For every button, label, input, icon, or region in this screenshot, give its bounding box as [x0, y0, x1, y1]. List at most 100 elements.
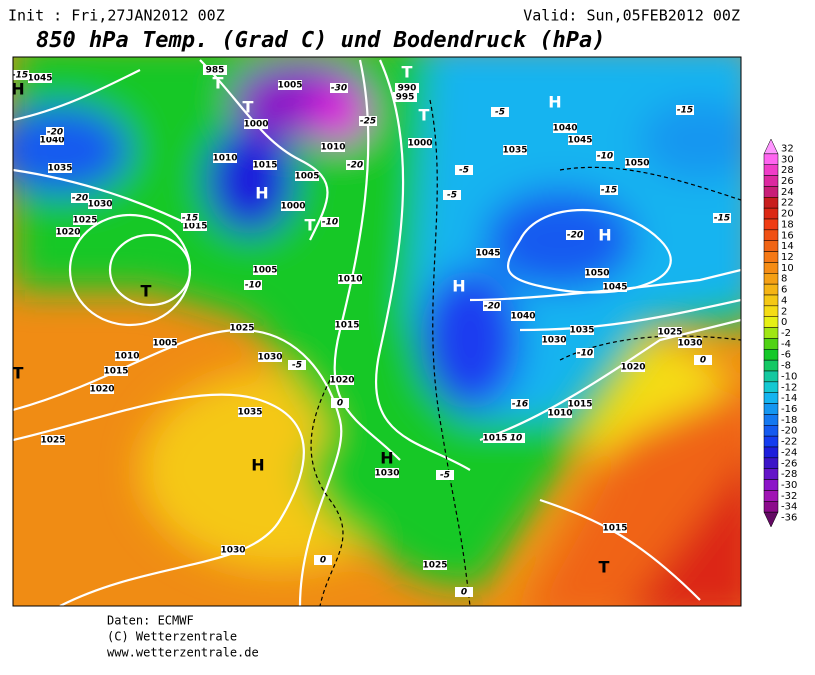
isobar-label-bg	[253, 160, 277, 170]
isotherm-label: -16	[512, 400, 528, 410]
isotherm-label: -20	[484, 302, 500, 312]
colorbar-swatch	[763, 338, 779, 350]
colorbar: 32302826242220181614121086420-2-4-6-8-10…	[763, 138, 797, 528]
isotherm-label: -15	[714, 214, 730, 224]
isotherm-label-bg	[244, 280, 262, 290]
isobar-label-bg	[281, 201, 305, 211]
isotherm-label: -20	[47, 128, 63, 138]
isobar-label-bg	[48, 163, 72, 173]
isobar-label: 1040	[39, 136, 64, 146]
isobar-label-bg	[153, 338, 177, 348]
isobar-label: 1010	[320, 143, 345, 153]
isobar-label-bg	[230, 323, 254, 333]
isobar-label-bg	[503, 145, 527, 155]
isobar-label: 1015	[252, 161, 277, 171]
isotherm-label: -10	[322, 218, 338, 228]
isobar-label-bg	[542, 335, 566, 345]
isotherm-label-bg	[507, 433, 525, 443]
isobar-label: 1010	[547, 409, 572, 419]
init-time: Init : Fri,27JAN2012 00Z	[8, 7, 225, 25]
isotherm-label-bg	[600, 185, 618, 195]
colorbar-swatch	[763, 316, 779, 328]
colorbar-label: 12	[781, 252, 794, 263]
colorbar-label: 20	[781, 209, 794, 220]
isotherm-label-bg	[455, 165, 473, 175]
isotherm-label: -10	[245, 281, 261, 291]
colorbar-swatch	[763, 511, 779, 528]
isobar-label: 1015	[602, 524, 627, 534]
colorbar-swatch	[763, 251, 779, 263]
isobar-label: 1015	[567, 400, 592, 410]
isobar-label: 1010	[114, 352, 139, 362]
isobar-label: 1000	[243, 120, 268, 130]
isobar-label: 1025	[72, 216, 97, 226]
colorbar-swatch	[763, 457, 779, 469]
isobar-label: 1025	[657, 328, 682, 338]
isobar-label-bg	[221, 545, 245, 555]
isobar-label: 1005	[294, 172, 319, 182]
colorbar-swatch	[763, 294, 779, 307]
isobar-label-bg	[253, 265, 277, 275]
colorbar-label: -22	[781, 437, 797, 448]
isotherm-label-bg	[181, 213, 199, 223]
isobar-label: 1010	[212, 154, 237, 164]
isotherm-label-bg	[13, 70, 29, 80]
isobar-label: 1030	[87, 200, 112, 210]
isobar-label-bg	[408, 138, 432, 148]
colorbar-swatch	[763, 403, 779, 415]
isobar-label-bg	[104, 366, 128, 376]
isobar-label: 1005	[277, 81, 302, 91]
colorbar-label: 26	[781, 176, 794, 187]
isobar-label-bg	[203, 65, 227, 75]
colorbar-label: -8	[781, 361, 791, 372]
colorbar-label: -10	[781, 371, 797, 382]
colorbar-label: -2	[781, 328, 791, 339]
colorbar-label: 0	[781, 317, 787, 328]
isotherm-label: 0	[461, 588, 467, 598]
colorbar-label: -4	[781, 339, 791, 350]
isotherm-label-bg	[288, 360, 306, 370]
isotherm-label: -5	[447, 191, 457, 201]
isobar-label-bg	[295, 171, 319, 181]
colorbar-swatch	[763, 392, 779, 404]
colorbar-label: 18	[781, 219, 794, 230]
pressure-center: T	[599, 558, 610, 577]
isobar-label-bg	[115, 351, 139, 361]
isotherm-label: -15	[12, 71, 28, 81]
valid-time: Valid: Sun,05FEB2012 00Z	[523, 7, 740, 25]
isobar-label: 1030	[257, 353, 282, 363]
isobar-label-bg	[88, 199, 112, 209]
isotherm-label-bg	[576, 348, 594, 358]
isotherm-label-bg	[71, 193, 89, 203]
isobar-label-bg	[476, 248, 500, 258]
colorbar-label: 30	[781, 154, 794, 165]
isobar-label: 1045	[567, 136, 592, 146]
isobar-label-bg	[393, 92, 417, 102]
isobar-label: 1005	[152, 339, 177, 349]
isobar-label-bg	[56, 227, 80, 237]
isobar-label: 1045	[27, 74, 52, 84]
colorbar-swatch	[763, 175, 779, 187]
colorbar-swatch	[763, 240, 779, 252]
isobar-label: 985	[206, 66, 225, 76]
isotherm-label-bg	[314, 555, 332, 565]
isobar-label: 1005	[252, 266, 277, 276]
colorbar-swatch	[763, 186, 779, 198]
map-title: 850 hPa Temp. (Grad C) und Bodendruck (h…	[36, 28, 606, 53]
colorbar-label: -24	[781, 447, 797, 458]
colorbar-swatch	[763, 283, 779, 296]
isobar-label-bg	[570, 325, 594, 335]
pressure-center: T	[419, 106, 430, 125]
isotherm-label: -5	[459, 166, 469, 176]
colorbar-swatch	[763, 138, 779, 155]
colorbar-swatch	[763, 359, 779, 372]
colorbar-label: 14	[781, 241, 794, 252]
colorbar-swatch	[763, 381, 779, 393]
isobar-label: 1035	[569, 326, 594, 336]
isotherm-label-bg	[436, 470, 454, 480]
isobar-label: 1050	[624, 159, 649, 169]
isobar-label-bg	[678, 338, 702, 348]
colorbar-label: -28	[781, 469, 797, 480]
